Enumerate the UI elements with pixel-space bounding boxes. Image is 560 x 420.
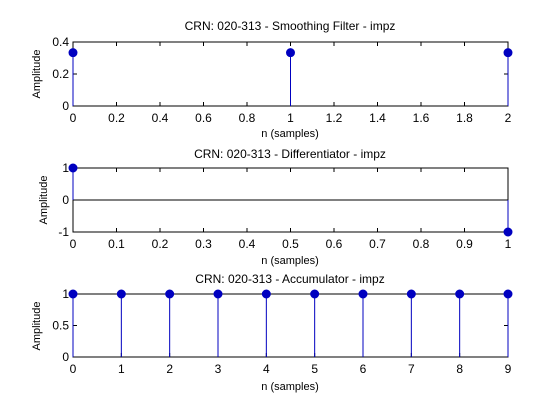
x-tick-label: 1 — [287, 111, 294, 125]
x-tick-label: 0 — [70, 111, 77, 125]
x-tick-label: 0.4 — [152, 111, 169, 125]
data-point — [68, 289, 78, 299]
x-tick-label: 0.6 — [195, 111, 212, 125]
x-tick-label: 1.6 — [413, 111, 430, 125]
data-point — [116, 289, 126, 299]
x-tick-label: 0.5 — [282, 237, 299, 251]
data-point — [310, 289, 320, 299]
y-tick-label: 0 — [62, 350, 69, 364]
plot-title: CRN: 020-313 - Differentiator - impz — [194, 147, 386, 161]
x-tick-label: 3 — [215, 362, 222, 376]
x-tick-label: 1 — [118, 362, 125, 376]
y-tick-label: 0.5 — [52, 319, 69, 333]
data-point — [68, 163, 78, 173]
y-tick-label: 1 — [62, 287, 69, 301]
y-tick-label: -1 — [58, 225, 69, 239]
data-point — [503, 227, 513, 237]
x-tick-label: 0.2 — [152, 237, 169, 251]
x-tick-label: 0.6 — [326, 237, 343, 251]
x-tick-label: 9 — [505, 362, 512, 376]
x-axis-label: n (samples) — [261, 128, 318, 140]
y-tick-label: 0.4 — [52, 35, 69, 49]
data-point — [358, 289, 368, 299]
x-tick-label: 4 — [263, 362, 270, 376]
data-point — [68, 48, 78, 58]
accumulator-plot: CRN: 020-313 - Accumulator - impz n (sam… — [31, 272, 513, 393]
x-tick-label: 1.4 — [369, 111, 386, 125]
data-point — [503, 48, 513, 58]
y-tick-label: 0 — [62, 99, 69, 113]
y-axis-label: Amplitude — [31, 50, 43, 99]
data-point — [406, 289, 416, 299]
data-point — [455, 289, 465, 299]
x-tick-label: 6 — [360, 362, 367, 376]
axes-frame — [72, 293, 509, 358]
data-point — [165, 289, 175, 299]
differentiator-plot: CRN: 020-313 - Differentiator - impz n (… — [38, 147, 513, 267]
smoothing-filter-plot: CRN: 020-313 - Smoothing Filter - impz n… — [31, 19, 513, 140]
x-tick-label: 0.2 — [108, 111, 125, 125]
y-tick-label: 0 — [62, 193, 69, 207]
data-point — [261, 289, 271, 299]
x-tick-label: 0.1 — [108, 237, 125, 251]
x-tick-label: 0.8 — [239, 111, 256, 125]
x-axis-label: n (samples) — [261, 381, 318, 393]
x-tick-label: 5 — [311, 362, 318, 376]
x-tick-label: 0.9 — [456, 237, 473, 251]
y-axis-label: Amplitude — [38, 176, 50, 225]
x-tick-label: 7 — [408, 362, 415, 376]
x-tick-label: 1.8 — [456, 111, 473, 125]
data-point — [286, 48, 295, 58]
plot-title: CRN: 020-313 - Accumulator - impz — [195, 272, 384, 286]
data-point — [213, 289, 223, 299]
x-tick-label: 0 — [70, 237, 77, 251]
x-tick-label: 0.3 — [195, 237, 212, 251]
x-tick-label: 0.8 — [413, 237, 430, 251]
data-point — [503, 289, 513, 299]
y-tick-label: 1 — [62, 161, 69, 175]
x-tick-label: 2 — [166, 362, 173, 376]
x-axis-label: n (samples) — [261, 255, 318, 267]
y-tick-label: 0.2 — [52, 67, 69, 81]
x-tick-label: 8 — [456, 362, 463, 376]
y-axis-label: Amplitude — [31, 302, 43, 351]
x-tick-label: 1.2 — [326, 111, 343, 125]
x-tick-label: 0.4 — [239, 237, 256, 251]
x-tick-label: 0.7 — [369, 237, 386, 251]
x-tick-label: 2 — [505, 111, 512, 125]
x-tick-label: 1 — [505, 237, 512, 251]
plot-title: CRN: 020-313 - Smoothing Filter - impz — [185, 19, 396, 33]
x-tick-label: 0 — [70, 362, 77, 376]
